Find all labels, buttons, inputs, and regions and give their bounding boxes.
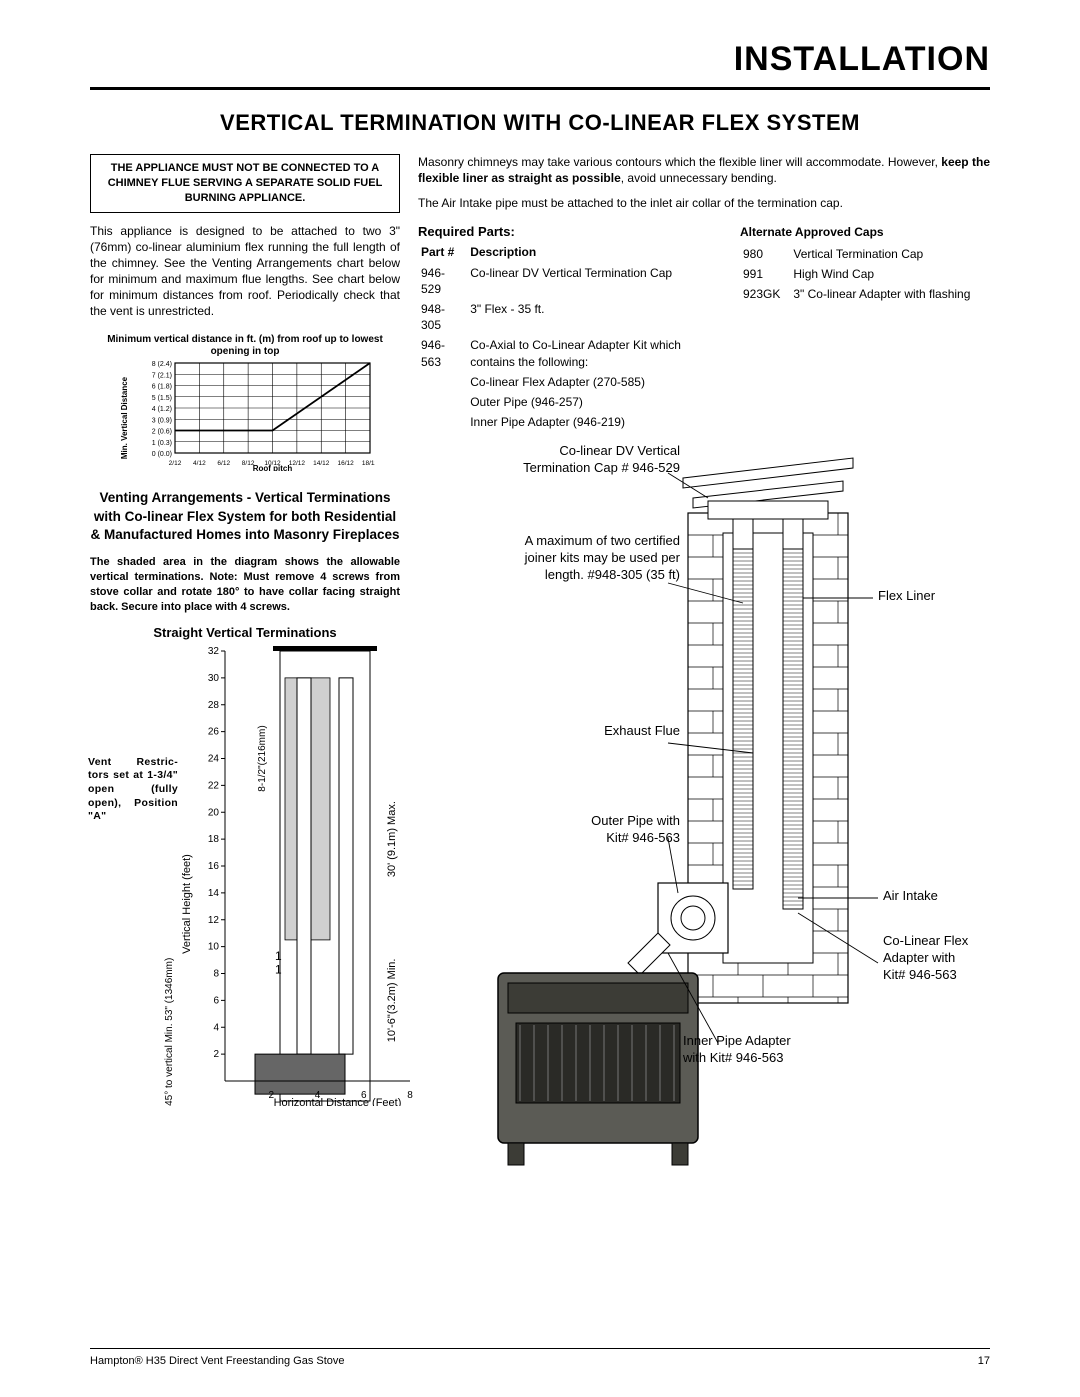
required-parts: Required Parts: Part #Description946-529… — [418, 224, 710, 433]
svg-text:1: 1 — [275, 949, 282, 963]
svg-text:16: 16 — [208, 861, 220, 872]
svt-title: Straight Vertical Terminations — [90, 625, 400, 640]
footer-page-number: 17 — [978, 1355, 990, 1367]
svg-text:6: 6 — [213, 995, 219, 1006]
header-rule — [90, 87, 990, 90]
svg-text:20: 20 — [208, 807, 220, 818]
svg-text:30: 30 — [208, 673, 220, 684]
svg-text:12: 12 — [208, 914, 220, 925]
svg-text:8 (2.4): 8 (2.4) — [152, 361, 172, 368]
intro-1: Masonry chimneys may take various contou… — [418, 155, 941, 169]
svg-text:10: 10 — [208, 941, 220, 952]
svg-text:1 (0.3): 1 (0.3) — [152, 439, 172, 446]
shaded-note: The shaded area in the diagram shows the… — [90, 555, 400, 614]
section-title: VERTICAL TERMINATION WITH CO-LINEAR FLEX… — [90, 110, 990, 136]
label-joiner: A maximum of two certified joiner kits m… — [510, 533, 680, 584]
svg-text:8-1/2"(216mm): 8-1/2"(216mm) — [257, 725, 268, 791]
label-cap: Co-linear DV Vertical Termination Cap # … — [510, 443, 680, 477]
alt-caps-title: Alternate Approved Caps — [740, 224, 990, 240]
page-header-title: INSTALLATION — [90, 40, 990, 79]
footer-left: Hampton® H35 Direct Vent Freestanding Ga… — [90, 1355, 345, 1367]
left-body-text: This appliance is designed to be attache… — [90, 223, 400, 320]
roof-chart-title: Minimum vertical distance in ft. (m) fro… — [90, 334, 400, 358]
svg-text:10'-6"(3.2m) Min.: 10'-6"(3.2m) Min. — [386, 958, 398, 1042]
svg-text:28: 28 — [208, 699, 220, 710]
page-footer: Hampton® H35 Direct Vent Freestanding Ga… — [90, 1348, 990, 1367]
svg-text:2: 2 — [213, 1049, 219, 1060]
svg-text:4/12: 4/12 — [193, 460, 206, 467]
label-colinear-adapter: Co-Linear Flex Adapter with Kit# 946-563 — [883, 933, 973, 984]
svg-text:30' (9.1m) Max.: 30' (9.1m) Max. — [386, 801, 398, 877]
svg-text:16/12: 16/12 — [337, 460, 354, 467]
svg-text:Vertical Height (feet): Vertical Height (feet) — [181, 854, 193, 954]
svg-text:18: 18 — [208, 834, 220, 845]
svg-text:6/12: 6/12 — [217, 460, 230, 467]
svg-text:4: 4 — [213, 1022, 219, 1033]
svg-text:Min. Vertical Distance: Min. Vertical Distance — [120, 376, 129, 459]
svg-text:26: 26 — [208, 726, 220, 737]
svg-text:8: 8 — [407, 1090, 413, 1101]
svg-text:22: 22 — [208, 780, 220, 791]
svg-text:7 (2.1): 7 (2.1) — [152, 372, 172, 379]
svg-text:14/12: 14/12 — [313, 460, 330, 467]
venting-heading: Venting Arrangements - Vertical Terminat… — [90, 489, 400, 546]
svg-text:18/12: 18/12 — [362, 460, 375, 467]
warning-box: THE APPLIANCE MUST NOT BE CONNECTED TO A… — [90, 154, 400, 213]
svg-text:0 (0.0): 0 (0.0) — [152, 451, 172, 458]
label-outer-pipe: Outer Pipe with Kit# 946-563 — [590, 813, 680, 847]
svg-text:32: 32 — [208, 646, 220, 657]
svg-text:24: 24 — [208, 753, 220, 764]
svg-text:1: 1 — [275, 962, 282, 976]
svt-chart: Vent Restric- tors set at 1-3/4" open (f… — [90, 646, 400, 1106]
chimney-diagram: Co-linear DV Vertical Termination Cap # … — [418, 443, 990, 1213]
svg-text:For 45° to vertical Min. 53" (: For 45° to vertical Min. 53" (1346mm) — [164, 957, 175, 1105]
svg-text:2 (0.6): 2 (0.6) — [152, 428, 172, 435]
required-parts-title: Required Parts: — [418, 224, 710, 239]
air-intake-note: The Air Intake pipe must be attached to … — [418, 196, 990, 210]
svg-text:4 (1.2): 4 (1.2) — [152, 406, 172, 413]
svg-text:3 (0.9): 3 (0.9) — [152, 417, 172, 424]
svg-text:8: 8 — [213, 968, 219, 979]
intro-2: , avoid unnecessary bending. — [621, 171, 777, 185]
label-inner-pipe: Inner Pipe Adapter with Kit# 946-563 — [683, 1033, 803, 1067]
svg-text:6 (1.8): 6 (1.8) — [152, 383, 172, 390]
svg-text:Roof pitch: Roof pitch — [253, 464, 293, 471]
label-exhaust: Exhaust Flue — [590, 723, 680, 740]
svg-text:Horizontal Distance (Feet): Horizontal Distance (Feet) — [274, 1097, 402, 1106]
svg-text:5 (1.5): 5 (1.5) — [152, 394, 172, 401]
intro-text: Masonry chimneys may take various contou… — [418, 154, 990, 186]
alternate-caps: Alternate Approved Caps 980Vertical Term… — [740, 224, 990, 433]
label-air-intake: Air Intake — [883, 888, 938, 905]
label-flex-liner: Flex Liner — [878, 588, 935, 605]
svg-text:2/12: 2/12 — [169, 460, 182, 467]
roof-pitch-chart: Minimum vertical distance in ft. (m) fro… — [90, 334, 400, 471]
svg-text:14: 14 — [208, 888, 220, 899]
